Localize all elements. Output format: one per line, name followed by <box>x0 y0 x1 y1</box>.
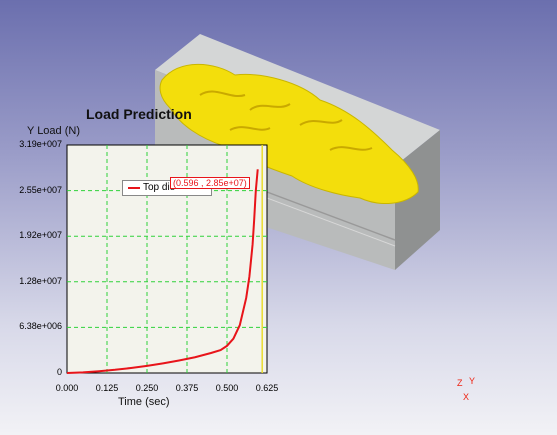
legend-series-name: Top die <box>143 182 176 193</box>
chart-title: Load Prediction <box>86 106 192 122</box>
y-tick-label: 1.92e+007 <box>19 230 62 241</box>
x-tick-label: 0.500 <box>215 383 239 393</box>
x-axis-caption: Time (sec) <box>118 396 170 408</box>
axis-x-label: X <box>463 392 470 402</box>
y-tick-label: 1.28e+007 <box>19 275 62 286</box>
y-tick-label: 0 <box>56 367 62 377</box>
series-line-top-die[interactable] <box>66 169 259 374</box>
point-readout: (0.596 , 2.85e+07) <box>170 177 250 189</box>
axis-triad-icon: Z Y X <box>455 376 485 408</box>
x-tick-label: 0.625 <box>255 383 279 393</box>
axis-z-label: Z <box>457 378 463 388</box>
y-tick-label: 2.55e+007 <box>19 184 62 195</box>
forged-part-icon <box>159 63 419 204</box>
y-tick-label: 6.38e+006 <box>19 321 62 332</box>
x-tick-label: 0.250 <box>135 383 159 393</box>
series-layer <box>66 169 259 374</box>
x-tick-label: 0.000 <box>55 383 79 393</box>
axis-y-label: Y <box>469 376 476 386</box>
y-tick-label: 3.19e+007 <box>19 139 62 149</box>
legend-swatch <box>128 187 140 189</box>
x-tick-label: 0.375 <box>175 383 199 393</box>
y-axis-caption: Y Load (N) <box>27 125 80 137</box>
x-tick-label: 0.125 <box>95 383 119 393</box>
